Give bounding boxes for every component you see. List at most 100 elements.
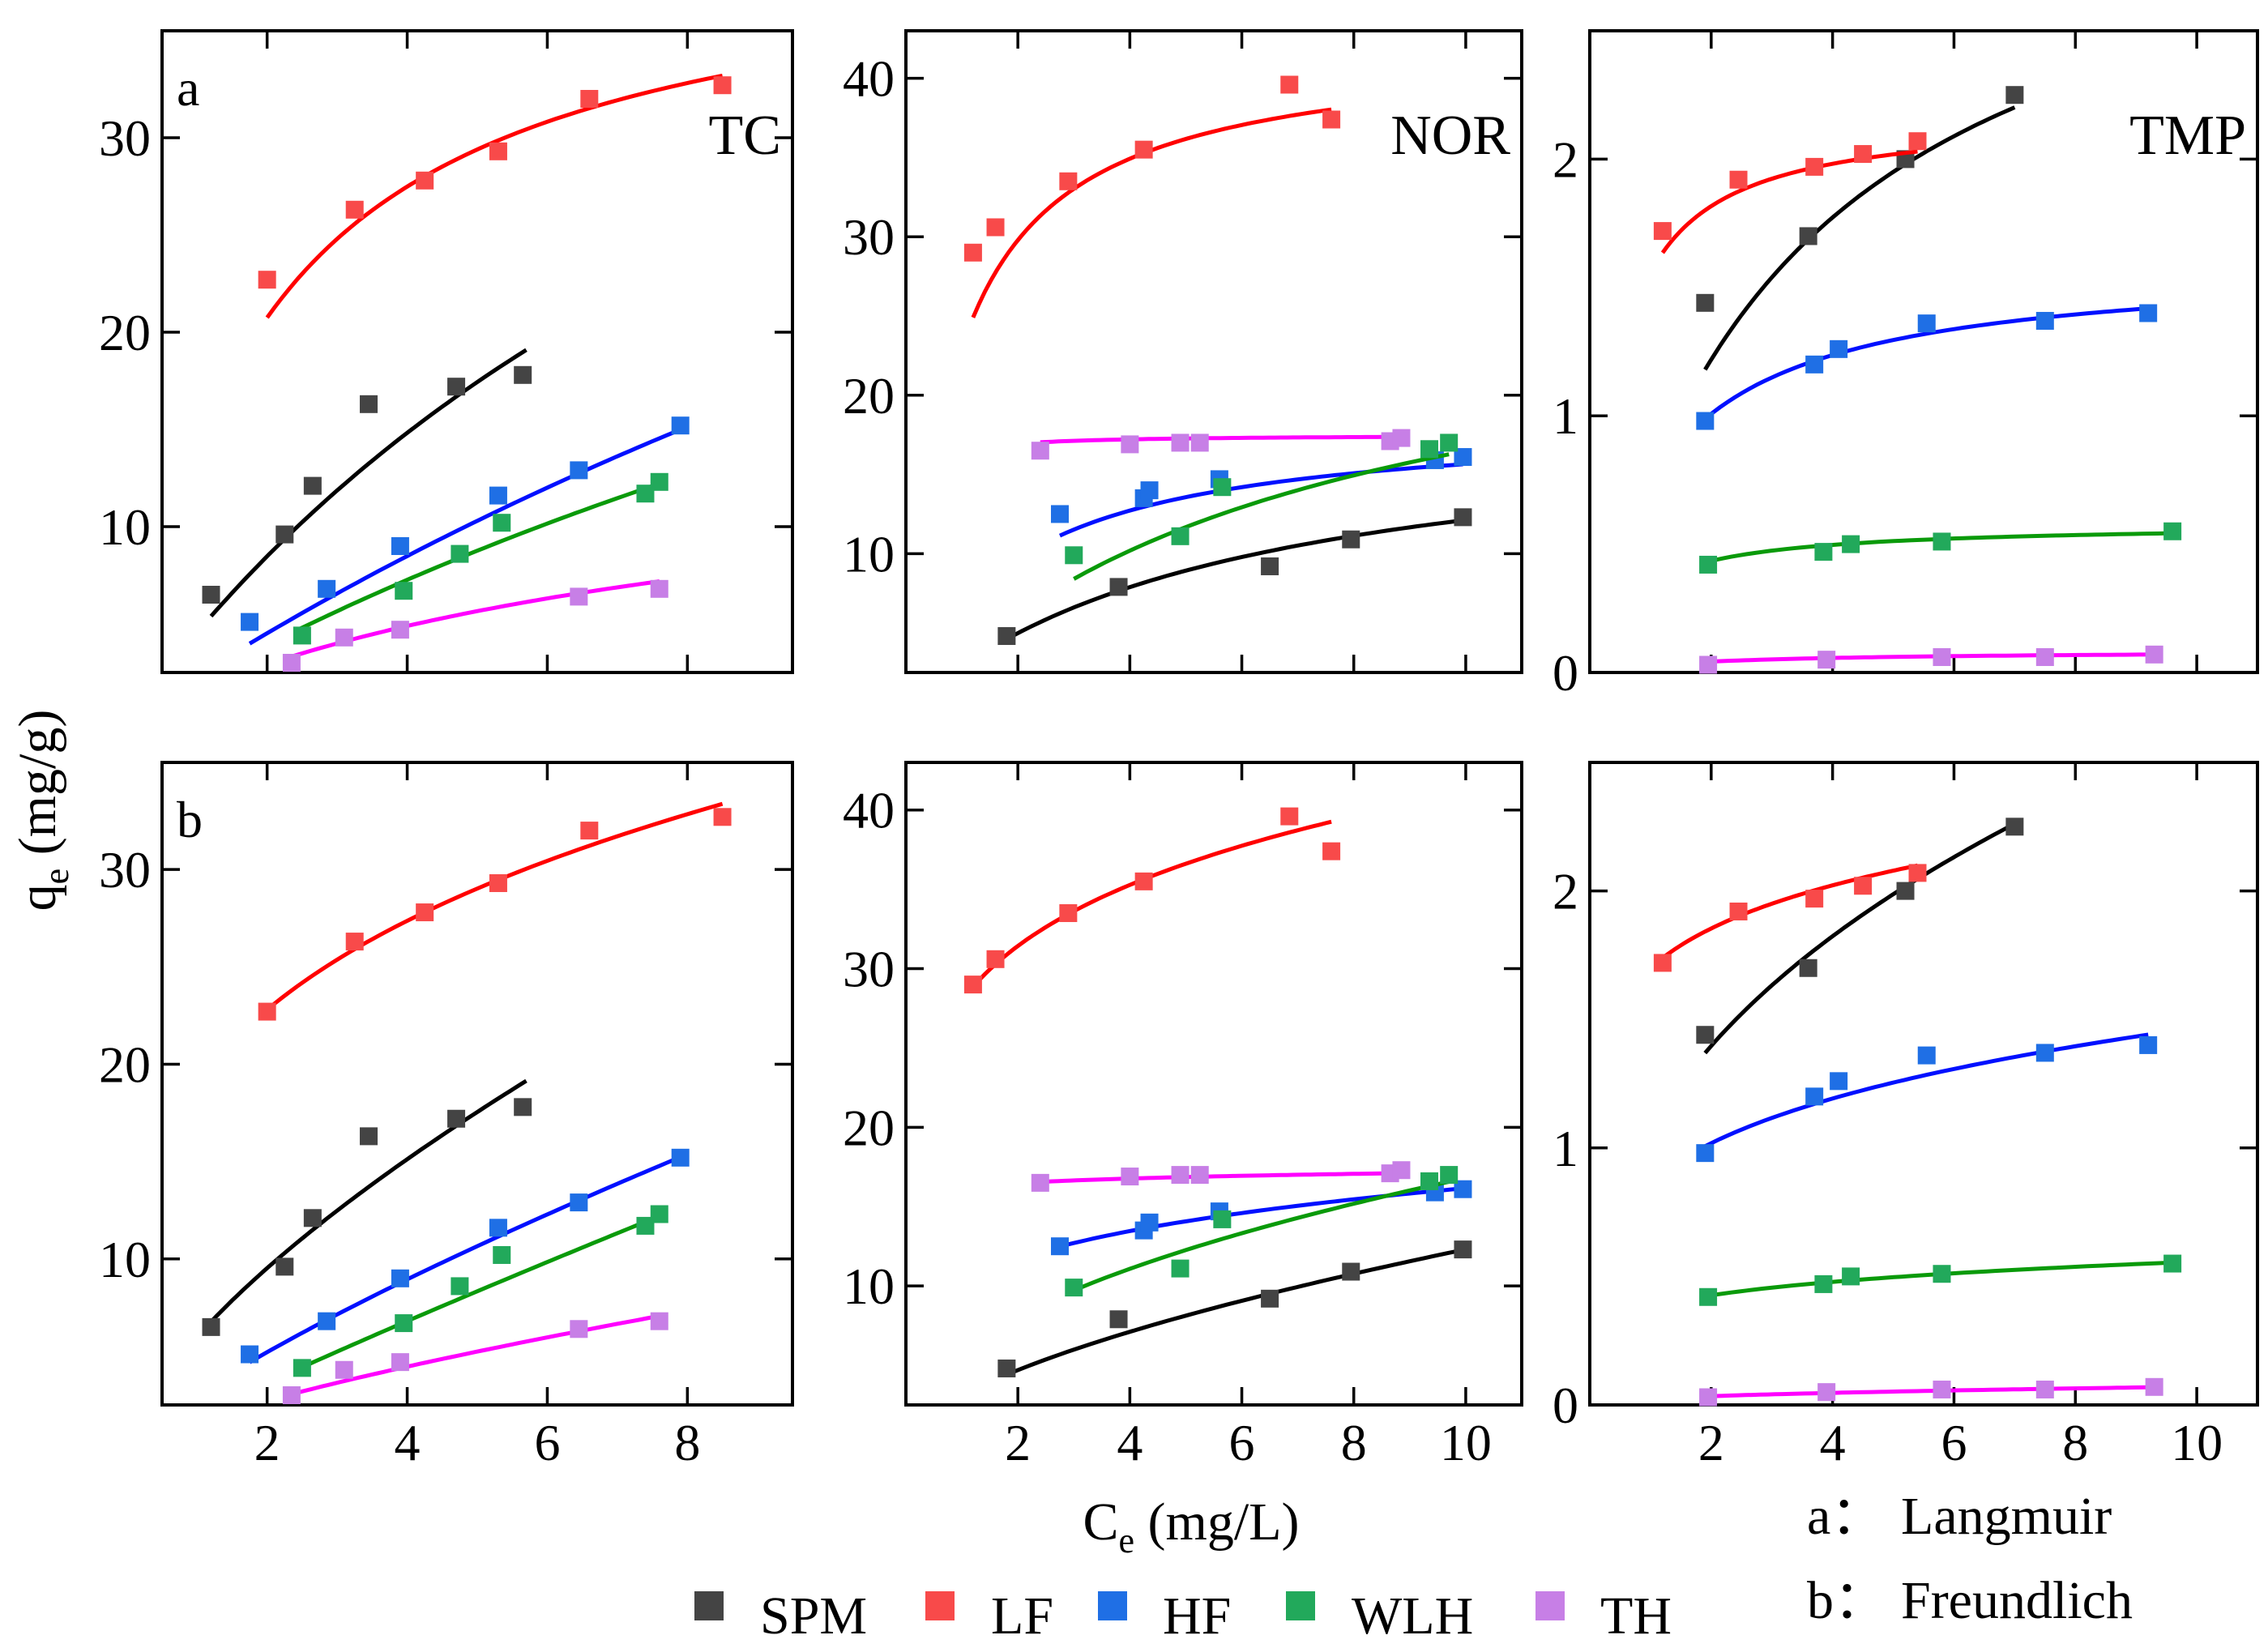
y-tick-label: 0 xyxy=(1553,644,1578,702)
data-point-hf xyxy=(1805,1087,1824,1106)
plot-frame xyxy=(1588,29,2259,674)
data-point-hf xyxy=(391,537,409,555)
data-point-hf xyxy=(391,1269,409,1287)
data-point-wlh xyxy=(636,485,655,503)
data-point-lf xyxy=(489,873,507,892)
data-point-hf xyxy=(2035,1044,2054,1062)
data-point-wlh xyxy=(493,514,511,532)
data-point-wlh xyxy=(1065,1279,1083,1297)
data-point-spm xyxy=(1696,1026,1715,1044)
x-tick-label: 6 xyxy=(534,1414,560,1471)
data-point-hf xyxy=(1140,1213,1159,1232)
data-point-th xyxy=(2145,645,2163,664)
legend-marker-th xyxy=(1535,1591,1565,1620)
data-point-th xyxy=(2035,647,2054,666)
fit-curve-hf xyxy=(1703,306,2149,421)
y-tick-label: 20 xyxy=(843,367,895,425)
data-point-hf xyxy=(1454,448,1472,467)
legend-item-spm: SPM xyxy=(694,1586,867,1646)
data-point-hf xyxy=(241,613,259,631)
data-point-lf xyxy=(1729,902,1748,920)
y-tick-label: 2 xyxy=(1553,863,1578,920)
fit-curve-hf xyxy=(248,1155,681,1364)
note-b-model: Freundlich xyxy=(1901,1571,2133,1630)
legend: SPM LF HF WLH TH xyxy=(694,1586,1672,1646)
legend-item-hf: HF xyxy=(1098,1586,1231,1646)
data-point-wlh xyxy=(1933,1265,1951,1283)
data-point-lf xyxy=(416,171,434,190)
data-point-lf xyxy=(416,903,434,922)
data-point-lf xyxy=(1805,157,1824,176)
plot-frame xyxy=(1588,761,2259,1407)
data-point-wlh xyxy=(293,1359,311,1377)
x-tick-label: 4 xyxy=(1820,1414,1846,1471)
data-point-wlh xyxy=(395,582,413,600)
y-tick-label: 1 xyxy=(1553,387,1578,445)
data-point-hf xyxy=(1140,481,1159,500)
data-point-spm xyxy=(447,1109,466,1128)
fit-curve-wlh xyxy=(1073,1180,1450,1292)
data-point-lf xyxy=(1134,140,1153,159)
data-point-wlh xyxy=(1699,1287,1718,1306)
note-a-model: Langmuir xyxy=(1901,1487,2112,1546)
data-point-wlh xyxy=(1213,478,1232,497)
data-point-th xyxy=(282,1385,301,1404)
panel-label: b xyxy=(177,791,203,848)
panel-a-3: 0 1 2 TMP xyxy=(1553,29,2259,702)
fit-curve-th xyxy=(1040,434,1402,445)
x-tick-label: 10 xyxy=(2171,1414,2223,1471)
plot-frame xyxy=(904,761,1523,1407)
y-tick-label: 0 xyxy=(1553,1377,1578,1434)
y-tick-label: 30 xyxy=(843,941,895,998)
data-point-hf xyxy=(1917,1046,1936,1065)
data-point-wlh xyxy=(395,1314,413,1333)
fit-curve-hf xyxy=(1058,462,1463,538)
data-point-lf xyxy=(1653,954,1672,972)
data-point-spm xyxy=(514,1098,532,1116)
data-point-wlh xyxy=(451,544,469,563)
data-point-hf xyxy=(2139,304,2158,322)
data-point-lf xyxy=(345,933,364,951)
y-tick-label: 10 xyxy=(99,1231,151,1288)
data-point-lf xyxy=(1322,110,1341,129)
legend-item-lf: LF xyxy=(925,1586,1053,1646)
data-point-lf xyxy=(258,1002,276,1021)
y-tick-label: 2 xyxy=(1553,130,1578,188)
data-point-spm xyxy=(1696,293,1715,312)
plot-frame xyxy=(160,761,794,1407)
data-point-lf xyxy=(580,90,599,108)
x-tick-label: 2 xyxy=(254,1414,280,1471)
legend-marker-hf xyxy=(1098,1591,1127,1620)
data-point-lf xyxy=(1805,890,1824,908)
data-point-lf xyxy=(963,243,982,262)
data-point-wlh xyxy=(1440,433,1459,452)
data-point-wlh xyxy=(493,1245,511,1264)
fit-curve-wlh xyxy=(297,481,660,632)
data-point-lf xyxy=(1059,172,1078,190)
data-point-lf xyxy=(963,976,982,994)
data-point-spm xyxy=(2005,86,2024,105)
data-point-hf xyxy=(1051,1237,1069,1256)
fit-curve-spm xyxy=(1703,105,2016,371)
data-point-wlh xyxy=(1699,555,1718,574)
drug-label: TMP xyxy=(2129,105,2246,167)
data-point-th xyxy=(1933,647,1951,666)
fit-curve-spm xyxy=(209,348,527,618)
legend-label-spm: SPM xyxy=(760,1586,867,1646)
fit-curve-spm xyxy=(209,1078,527,1324)
x-tick-label: 10 xyxy=(1440,1414,1492,1471)
note-b-label: b： xyxy=(1807,1571,1887,1630)
legend-item-th: TH xyxy=(1535,1586,1672,1646)
data-point-lf xyxy=(1908,132,1927,151)
data-point-spm xyxy=(202,586,220,604)
data-point-hf xyxy=(1830,1072,1848,1091)
fit-curve-spm xyxy=(1006,518,1463,642)
data-point-spm xyxy=(1342,1262,1360,1281)
y-tick-label: 10 xyxy=(843,525,895,583)
data-point-hf xyxy=(1805,355,1824,374)
data-point-lf xyxy=(580,822,599,840)
data-point-hf xyxy=(2035,311,2054,330)
data-point-th xyxy=(335,1360,353,1379)
data-point-spm xyxy=(1454,1240,1472,1259)
